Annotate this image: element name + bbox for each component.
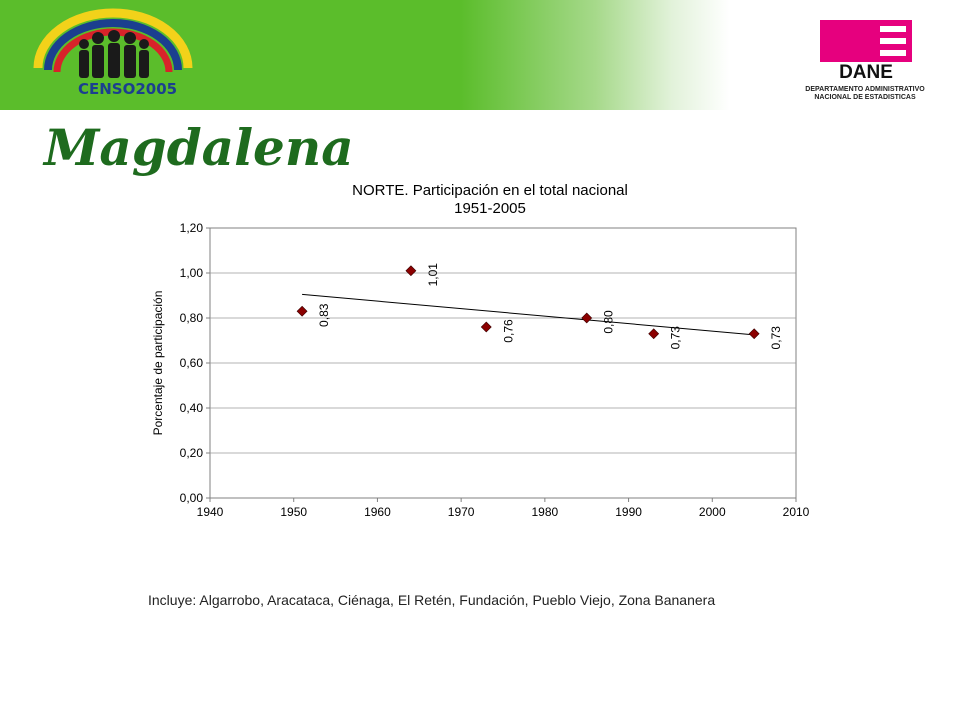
trendline [302, 293, 755, 336]
data-label: 1,01 [426, 263, 440, 287]
data-point-marker [648, 328, 660, 340]
x-tick-label: 1970 [448, 505, 475, 519]
x-tick-label: 1940 [197, 505, 224, 519]
data-label: 0,83 [317, 303, 331, 327]
dane-subtitle-line: NACIONAL DE ESTADISTICAS [814, 94, 916, 101]
data-label: 0,76 [501, 319, 515, 343]
trendline-group [302, 293, 755, 336]
participation-chart: 0,83 1,01 0,76 0,80 0,73 0,73 0,00 0,20 0,40 0,6… [151, 221, 810, 519]
data-point-marker [748, 328, 760, 340]
axis-ticks: 0,00 0,20 0,40 0,60 0,80 1,00 1,20 1940 1950 1960… [180, 221, 810, 519]
censo-label: CENSO2005 [78, 80, 178, 98]
y-tick-label: 0,00 [180, 491, 204, 505]
y-tick-label: 0,80 [180, 311, 204, 325]
data-points: 0,83 1,01 0,76 0,80 0,73 0,73 [296, 263, 783, 350]
data-point-marker [581, 312, 593, 324]
y-tick-label: 1,20 [180, 221, 204, 235]
y-tick-label: 0,20 [180, 446, 204, 460]
y-tick-label: 0,60 [180, 356, 204, 370]
data-point-marker [405, 265, 417, 277]
footnote: Incluye: Algarrobo, Aracataca, Ciénaga, … [148, 592, 716, 608]
y-tick-label: 1,00 [180, 266, 204, 280]
data-label: 0,73 [669, 326, 683, 350]
y-tick-label: 0,40 [180, 401, 204, 415]
x-tick-label: 2000 [699, 505, 726, 519]
gridlines [210, 272, 796, 454]
page-title: Magdalena [44, 118, 354, 177]
x-tick-label: 1950 [280, 505, 307, 519]
x-tick-label: 1960 [364, 505, 391, 519]
data-point-marker [296, 305, 308, 317]
header-banner: CENSO2005 DANE DEPARTAMENTO ADMINISTRATI… [0, 0, 960, 110]
x-tick-label: 1980 [532, 505, 559, 519]
data-label: 0,73 [769, 326, 783, 350]
x-tick-label: 1990 [615, 505, 642, 519]
dane-subtitle: DEPARTAMENTO ADMINISTRATIVO NACIONAL DE … [790, 86, 940, 102]
chart-title-line: NORTE. Participación en el total naciona… [352, 182, 628, 199]
chart-title: NORTE. Participación en el total naciona… [210, 182, 770, 218]
chart-subtitle-line: 1951-2005 [454, 200, 526, 217]
x-tick-label: 2010 [783, 505, 810, 519]
dane-label: DANE [839, 62, 893, 80]
censo-logo [33, 8, 193, 78]
data-point-marker [480, 321, 492, 333]
y-axis-label: Porcentaje de participación [151, 291, 165, 436]
dane-logo: DANE [820, 20, 912, 80]
data-label: 0,80 [602, 310, 616, 334]
dane-subtitle-line: DEPARTAMENTO ADMINISTRATIVO [805, 86, 925, 93]
